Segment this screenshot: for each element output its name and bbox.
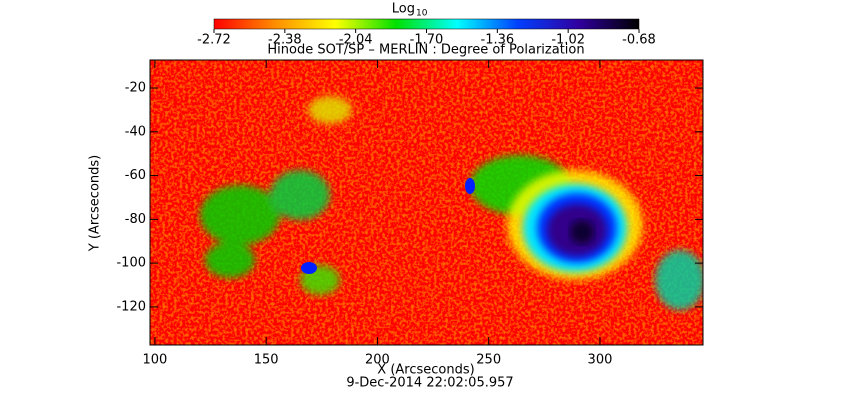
- x-tick-label: 300: [588, 353, 613, 368]
- y-tick-label: -60: [125, 168, 146, 183]
- colorbar-label: Log: [392, 2, 415, 17]
- colorbar-tick-label: -1.70: [410, 33, 444, 48]
- x-tick-label: 200: [365, 353, 390, 368]
- colorbar-tick-label: -1.02: [551, 33, 585, 48]
- colorbar-tick-label: -0.68: [622, 33, 656, 48]
- plot-frame: [149, 59, 704, 346]
- colorbar: [213, 18, 640, 30]
- y-tick-label: -80: [125, 212, 146, 227]
- y-axis-title: Y (Arcseconds): [88, 155, 103, 252]
- y-tick-label: -100: [116, 256, 146, 271]
- date-label: 9-Dec-2014 22:02:05.957: [346, 376, 513, 391]
- colorbar-tick-label: -2.72: [197, 33, 231, 48]
- y-tick-label: -20: [125, 81, 146, 96]
- colorbar-tick-label: -1.36: [481, 33, 515, 48]
- chart-title: Hinode SOT/SP – MERLIN : Degree of Polar…: [267, 43, 584, 58]
- image: [150, 60, 703, 345]
- colorbar-label-subscript: 10: [416, 9, 428, 19]
- x-tick-label: 250: [476, 353, 501, 368]
- x-tick-label: 100: [142, 353, 167, 368]
- y-tick-label: -120: [116, 299, 146, 314]
- colorbar-tick-label: -2.38: [268, 33, 302, 48]
- x-tick-label: 150: [254, 353, 279, 368]
- x-axis-title: X (Arcseconds): [377, 363, 474, 378]
- y-tick-label: -40: [125, 124, 146, 139]
- colorbar-tick-label: -2.04: [339, 33, 373, 48]
